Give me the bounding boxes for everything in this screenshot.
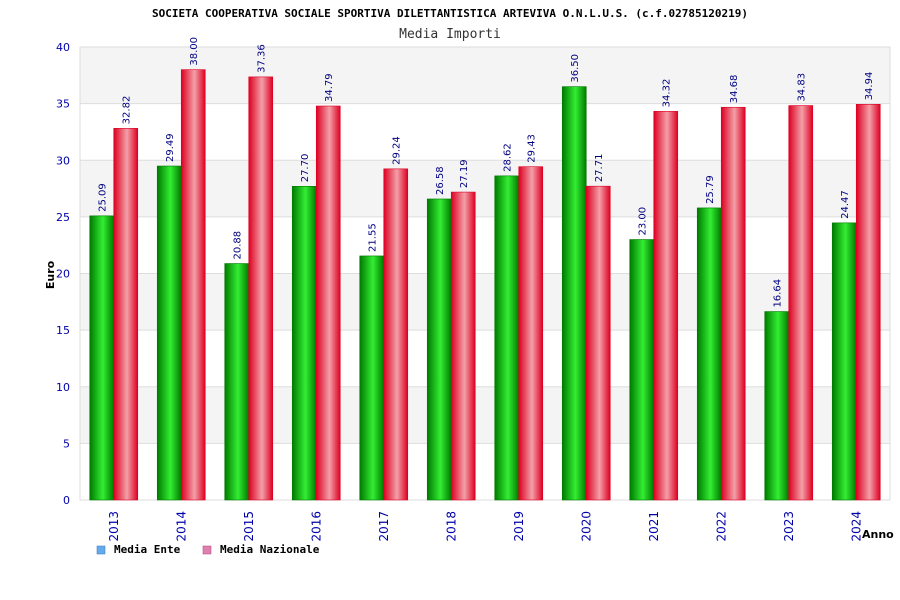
x-tick-label: 2016 [309,511,323,542]
x-tick-label: 2014 [174,511,188,542]
x-tick-label: 2020 [579,511,593,542]
x-tick-label: 2019 [512,511,526,542]
y-tick-label: 15 [56,324,70,337]
bar-nazionale [113,128,139,501]
value-label-ente: 25.79 [705,175,716,204]
value-label-nazionale: 34.94 [864,72,875,101]
legend-swatch-naz [202,545,212,555]
plot-band [80,386,890,444]
x-tick-label: 2018 [444,511,458,542]
value-label-ente: 21.55 [368,223,379,252]
value-labels: 25.09 32.82 29.49 38.00 20.88 37.36 27.70 34.79… [98,37,876,308]
value-label-ente: 25.09 [98,183,109,212]
value-label-nazionale: 29.43 [527,134,538,163]
value-label-nazionale: 34.32 [662,79,673,108]
bar-nazionale [383,168,409,501]
bars [89,69,881,501]
value-label-ente: 23.00 [638,207,649,236]
legend: Media Ente Media Nazionale [96,543,320,556]
y-tick-label: 25 [56,211,70,224]
bar-nazionale [585,185,611,501]
value-label-ente: 29.49 [165,133,176,162]
y-tick-label: 35 [56,98,70,111]
value-label-ente: 24.47 [840,190,851,219]
bar-ente [831,222,857,501]
bar-nazionale [518,166,544,501]
bar-nazionale [788,105,814,501]
y-tick-label: 30 [56,154,70,167]
value-label-nazionale: 37.36 [257,44,268,73]
y-axis-ticks: 0 5 10 15 20 25 30 35 40 [56,41,70,507]
x-tick-label: 2022 [714,511,728,542]
value-label-nazionale: 34.68 [729,75,740,104]
plot-band [80,47,890,104]
bar-ente [224,263,250,501]
value-label-nazionale: 34.83 [797,73,808,102]
x-tick-label: 2015 [242,511,256,542]
bar-ente [89,215,115,501]
x-tick-label: 2024 [849,511,863,542]
bar-ente [426,198,452,501]
bar-ente [291,185,317,501]
y-tick-label: 40 [56,41,70,54]
y-axis-title: Euro [44,260,57,289]
value-label-nazionale: 29.24 [392,136,403,165]
plot-band [80,273,890,331]
bar-ente [561,86,587,501]
legend-swatch-ente [96,545,106,555]
value-label-nazionale: 27.71 [594,154,605,183]
legend-label-ente: Media Ente [114,543,181,556]
x-tick-label: 2017 [377,511,391,542]
x-axis-ticks: 2013 2014 2015 2016 2017 2018 2019 2020 2021 2022… [107,511,864,542]
legend-label-naz: Media Nazionale [220,543,320,556]
plot-band [80,160,890,217]
grid-lines [79,46,891,501]
value-label-ente: 36.50 [570,54,581,83]
y-tick-label: 10 [56,381,70,394]
value-label-ente: 16.64 [773,279,784,308]
bar-nazionale [315,105,341,501]
y-tick-label: 20 [56,268,70,281]
value-label-nazionale: 32.82 [122,96,133,125]
value-label-ente: 20.88 [233,231,244,260]
value-label-nazionale: 38.00 [189,37,200,66]
bar-ente [629,239,655,501]
x-tick-label: 2023 [782,511,796,542]
value-label-nazionale: 34.79 [324,73,335,102]
chart-title: SOCIETA COOPERATIVA SOCIALE SPORTIVA DIL… [152,7,748,20]
value-label-ente: 27.70 [300,154,311,183]
plot-bands [80,47,890,444]
x-tick-label: 2021 [647,511,661,542]
bar-nazionale [248,76,274,501]
bar-nazionale [653,111,679,501]
bar-ente [696,207,722,501]
bar-ente [764,311,790,501]
value-label-ente: 28.62 [503,143,514,172]
chart-subtitle: Media Importi [399,27,501,42]
bar-nazionale [720,106,746,501]
bar-ente [156,165,182,501]
bar-nazionale [180,69,206,501]
bar-ente [494,175,520,501]
x-tick-label: 2013 [107,511,121,542]
bar-nazionale [450,191,476,501]
bar-ente [359,255,385,501]
value-label-nazionale: 27.19 [459,159,470,188]
y-tick-label: 5 [63,437,70,450]
y-tick-label: 0 [63,494,70,507]
value-label-ente: 26.58 [435,166,446,195]
x-axis-title: Anno [862,528,894,541]
bar-nazionale [855,104,881,501]
